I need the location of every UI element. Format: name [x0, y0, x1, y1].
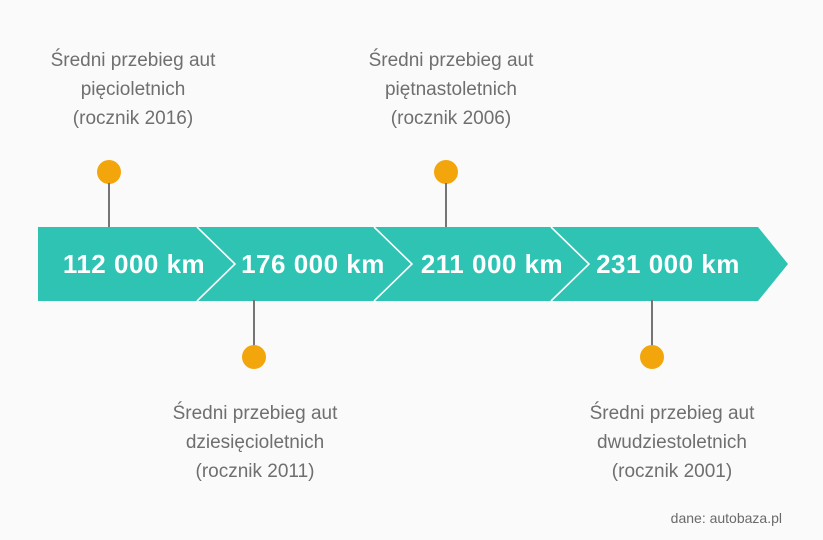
- data-source-credit: dane: autobaza.pl: [670, 510, 782, 526]
- annotation-line: Średni przebieg aut: [50, 50, 216, 71]
- annotation-line: dziesięcioletnich: [185, 432, 325, 453]
- annotation-segment-3: Średni przebieg aut piętnastoletnich (ro…: [369, 46, 534, 133]
- annotation-line: Średni przebieg aut: [172, 403, 338, 424]
- annotation-segment-2: Średni przebieg aut dziesięcioletnich (r…: [173, 399, 338, 486]
- connector-line-segment-1: [108, 183, 110, 228]
- chevron-separator-1: [196, 227, 237, 301]
- timeline-arrow-band: [38, 227, 788, 301]
- connector-line-segment-2: [253, 300, 255, 346]
- annotation-segment-1: Średni przebieg aut pięcioletnich (roczn…: [51, 46, 216, 133]
- annotation-line: (rocznik 2016): [72, 108, 194, 129]
- segment-value-2: 176 000 km: [241, 249, 385, 279]
- chevron-separator-3: [550, 227, 591, 301]
- marker-dot-segment-4: [640, 345, 664, 369]
- chevron-separator-2: [373, 227, 414, 301]
- annotation-line: (rocznik 2011): [195, 461, 315, 482]
- segment-value-1: 112 000 km: [62, 249, 206, 279]
- annotation-line: (rocznik 2006): [390, 108, 512, 129]
- segment-value-4: 231 000 km: [596, 249, 740, 279]
- marker-dot-segment-2: [242, 345, 266, 369]
- connector-line-segment-3: [445, 183, 447, 228]
- marker-dot-segment-1: [97, 160, 121, 184]
- annotation-line: (rocznik 2001): [611, 461, 733, 482]
- annotation-line: pięcioletnich: [80, 79, 186, 100]
- annotation-line: Średni przebieg aut: [589, 403, 755, 424]
- marker-dot-segment-3: [434, 160, 458, 184]
- annotation-line: Średni przebieg aut: [368, 50, 534, 71]
- annotation-line: dwudziestoletnich: [597, 432, 747, 453]
- annotation-segment-4: Średni przebieg aut dwudziestoletnich (r…: [590, 399, 755, 486]
- segment-value-3: 211 000 km: [420, 249, 564, 279]
- connector-line-segment-4: [651, 300, 653, 346]
- annotation-line: piętnastoletnich: [384, 79, 518, 100]
